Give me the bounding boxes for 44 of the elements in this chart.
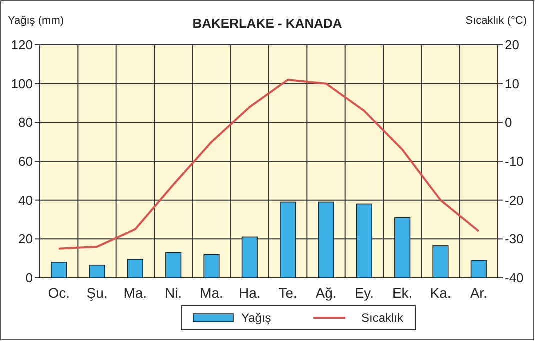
y-axis-title: Yağış (mm)	[8, 15, 64, 27]
chart-title: BAKERLAKE - KANADA	[192, 16, 343, 31]
x-tick-label: Şu.	[86, 285, 108, 301]
y-tick-label: 0	[26, 270, 33, 286]
y-tick-label: 40	[18, 192, 33, 208]
bar	[166, 252, 182, 278]
y2-tick-label: 20	[505, 38, 520, 53]
x-tick-label: Ma.	[200, 285, 224, 301]
bar	[204, 254, 220, 278]
x-tick-label: Oc.	[48, 285, 70, 301]
y2-tick-label: -20	[505, 192, 524, 208]
y-tick-label: 120	[11, 38, 33, 53]
y2-axis-title: Sıcaklık (°C)	[466, 15, 527, 27]
line-series	[58, 78, 480, 250]
x-tick-label: Ey.	[354, 285, 374, 301]
y2-tick-label: -30	[505, 232, 524, 247]
x-tick-label: Ni.	[165, 285, 182, 301]
bar	[51, 262, 68, 278]
x-tick-label: Ağ.	[316, 285, 337, 301]
x-tick-label: Ka.	[430, 285, 452, 301]
bar	[318, 202, 334, 278]
legend-label: Sıcaklık	[362, 311, 405, 326]
y2-tick-label: 10	[505, 76, 520, 92]
x-tick-label: Ma.	[124, 285, 148, 301]
y-tick-label: 20	[18, 232, 33, 247]
bar	[432, 246, 449, 278]
legend-label: Yağış	[242, 311, 272, 326]
x-tick-label: Ar.	[470, 285, 488, 301]
y2-tick-label: -10	[505, 154, 524, 170]
y-tick-label: 60	[18, 154, 33, 170]
y2-tick-label: -40	[505, 270, 524, 286]
bar	[356, 204, 372, 278]
bar	[242, 236, 258, 278]
bar	[280, 202, 296, 278]
x-tick-label: Ha.	[239, 285, 261, 301]
bar	[394, 217, 411, 278]
bar	[470, 260, 487, 278]
x-tick-label: Te.	[278, 285, 298, 301]
y-tick-label: 100	[11, 76, 33, 92]
bar	[127, 259, 144, 278]
x-tick-label: Ek.	[392, 285, 413, 301]
y2-tick-label: 0	[505, 115, 512, 130]
bar	[89, 264, 106, 278]
y-tick-label: 80	[18, 115, 33, 130]
